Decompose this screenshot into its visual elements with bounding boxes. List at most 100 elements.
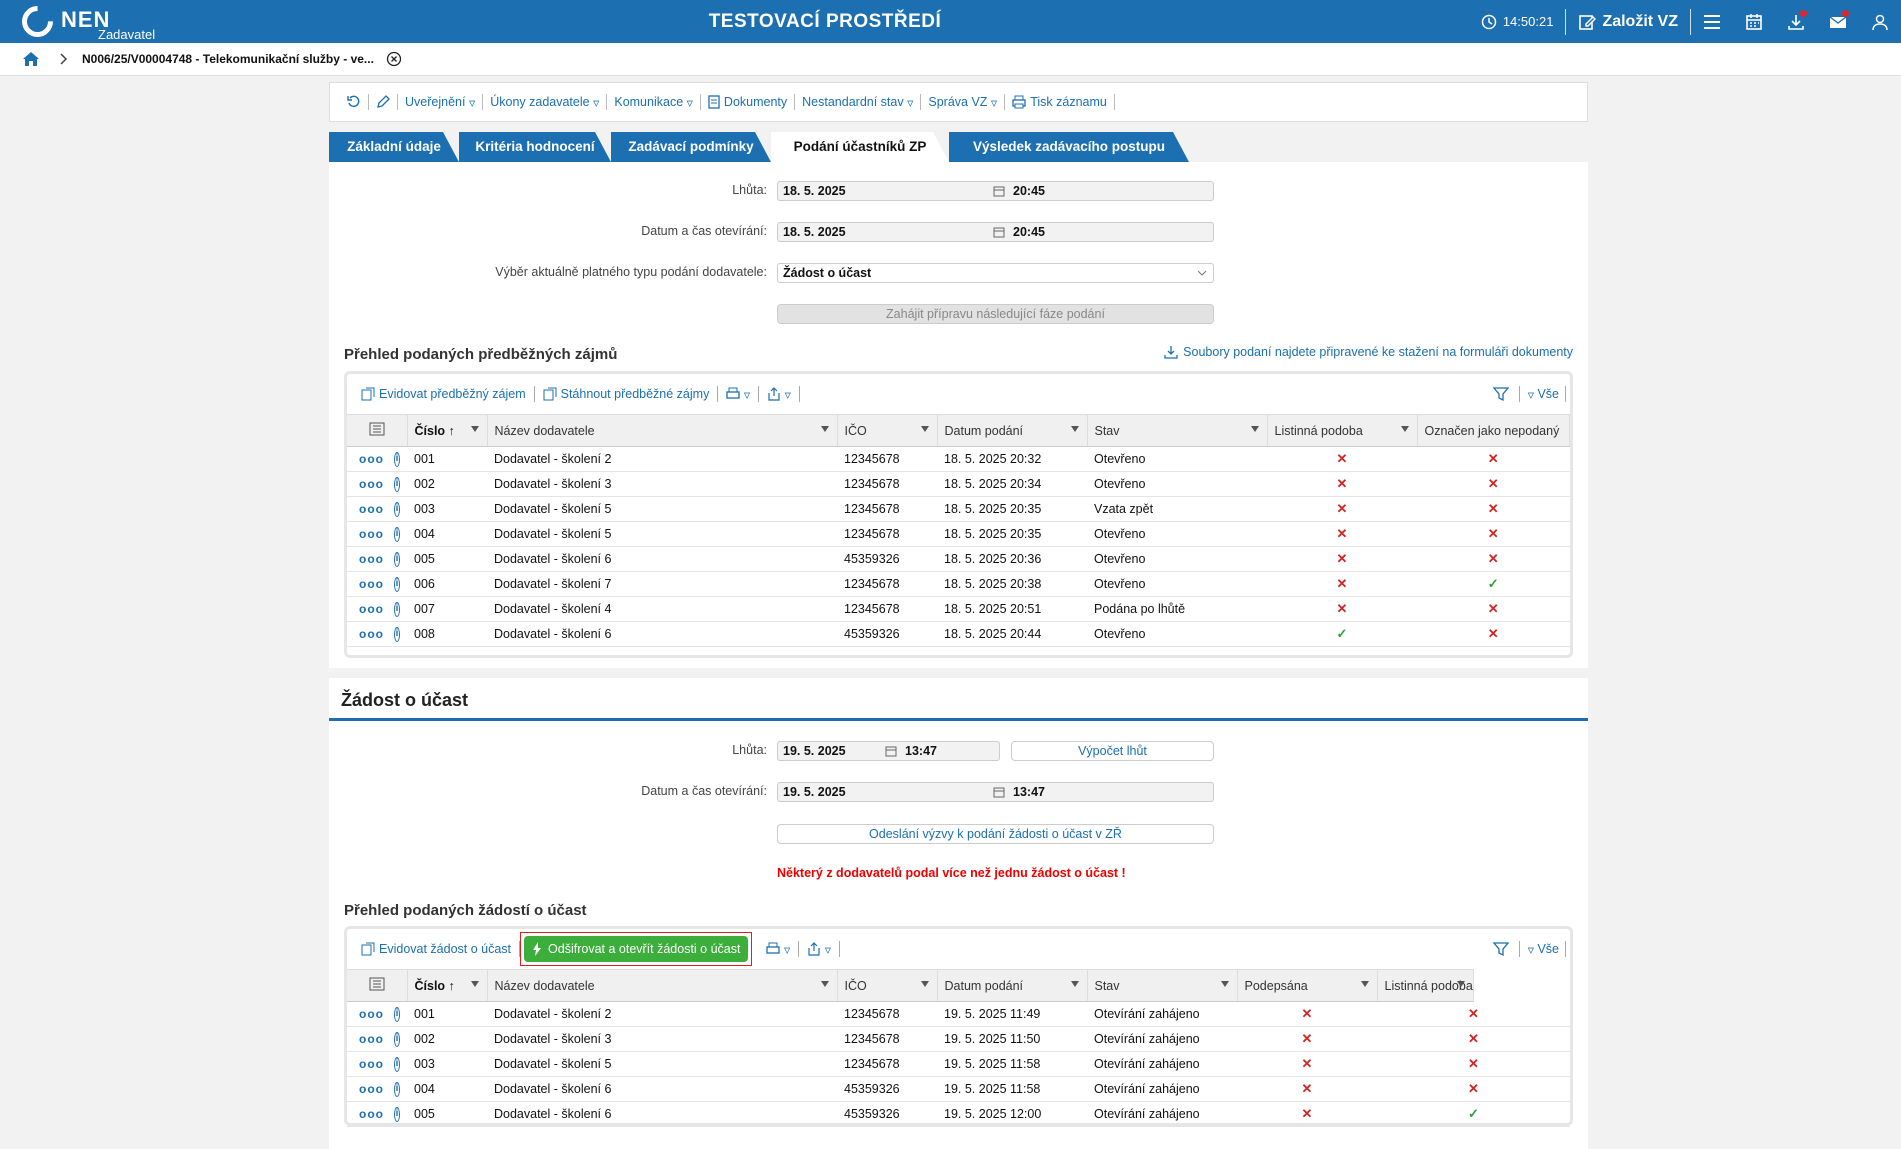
more-options-icon[interactable]: ooo: [359, 1057, 384, 1071]
close-icon[interactable]: [386, 51, 402, 67]
print-menu-button[interactable]: ▿: [758, 941, 800, 957]
more-options-icon[interactable]: ooo: [359, 1107, 384, 1121]
menu-komunikace[interactable]: Komunikace ▿: [607, 94, 701, 110]
table-row[interactable]: ooo i 001 Dodavatel - školení 2 12345678 19. …: [347, 1001, 1570, 1027]
deadline-field[interactable]: 19. 5. 2025 13:47: [777, 741, 1000, 761]
column-header-nazev[interactable]: Název dodavatele: [487, 969, 838, 1002]
info-icon[interactable]: i: [394, 451, 400, 467]
more-options-icon[interactable]: ooo: [359, 602, 384, 616]
menu-ukony-zadavatele[interactable]: Úkony zadavatele ▿: [483, 94, 608, 110]
info-icon[interactable]: i: [394, 501, 400, 517]
more-options-icon[interactable]: ooo: [359, 1007, 384, 1021]
table-row[interactable]: ooo i 002 Dodavatel - školení 3 12345678 18. …: [347, 471, 1570, 497]
send-invitation-button[interactable]: Odeslání výzvy k podání žádosti o účast …: [777, 824, 1214, 844]
tab-zadavaci-podminky[interactable]: Zadávací podmínky: [611, 132, 771, 162]
menu-uverejneni[interactable]: Uveřejnění ▿: [398, 94, 484, 110]
register-interest-button[interactable]: Evidovat předběžný zájem: [353, 386, 535, 402]
more-options-icon[interactable]: ooo: [359, 552, 384, 566]
download-interests-button[interactable]: Stáhnout předběžné zájmy: [535, 386, 719, 402]
table-row[interactable]: ooo i 005 Dodavatel - školení 6 45359326 19. …: [347, 1101, 1570, 1127]
nen-logo[interactable]: NEN: [15, 0, 110, 44]
table-row[interactable]: ooo i 004 Dodavatel - školení 6 45359326 19. …: [347, 1076, 1570, 1102]
tab-kriteria-hodnoceni[interactable]: Kritéria hodnocení: [459, 132, 611, 162]
decrypt-open-button[interactable]: Odšifrovat a otevřít žádosti o účast: [524, 936, 749, 962]
info-icon[interactable]: i: [394, 476, 400, 492]
files-download-link[interactable]: Soubory podaní najdete připravené ke sta…: [1164, 345, 1573, 359]
more-options-icon[interactable]: ooo: [359, 527, 384, 541]
column-header-listinna[interactable]: Listinná podoba: [1267, 414, 1418, 447]
info-icon[interactable]: i: [394, 1031, 400, 1047]
edit-button[interactable]: [369, 94, 398, 110]
refresh-button[interactable]: [340, 94, 369, 110]
submission-type-select[interactable]: Žádost o účast: [777, 263, 1214, 283]
info-icon[interactable]: i: [394, 601, 400, 617]
print-menu-button[interactable]: ▿: [718, 386, 760, 402]
export-menu-button[interactable]: ▿: [799, 941, 841, 957]
deadline-field[interactable]: 18. 5. 2025 20:45: [777, 181, 1214, 201]
info-icon[interactable]: i: [394, 526, 400, 542]
table-row[interactable]: ooo i 004 Dodavatel - školení 5 12345678 18. …: [347, 521, 1570, 547]
info-icon[interactable]: i: [394, 1006, 400, 1022]
table-row[interactable]: ooo i 003 Dodavatel - školení 5 12345678 19. …: [347, 1051, 1570, 1077]
tab-vysledek-zadavaciho-postupu[interactable]: Výsledek zadávacího postupu: [949, 132, 1189, 162]
info-icon[interactable]: i: [394, 551, 400, 567]
info-icon[interactable]: i: [394, 1081, 400, 1097]
more-options-icon[interactable]: ooo: [359, 477, 384, 491]
breadcrumb-item[interactable]: N006/25/V00004748 - Telekomunikační služ…: [82, 52, 374, 66]
more-options-icon[interactable]: ooo: [359, 452, 384, 466]
register-request-button[interactable]: Evidovat žádost o účast: [353, 941, 521, 957]
filter-icon[interactable]: [1492, 941, 1509, 957]
table-row[interactable]: ooo i 006 Dodavatel - školení 7 12345678 18. …: [347, 571, 1570, 597]
info-icon[interactable]: i: [394, 1056, 400, 1072]
column-header-stav[interactable]: Stav: [1087, 969, 1238, 1002]
filter-icon[interactable]: [1492, 386, 1509, 402]
more-options-icon[interactable]: ooo: [359, 1032, 384, 1046]
column-header-datum[interactable]: Datum podání: [937, 969, 1088, 1002]
info-icon[interactable]: i: [394, 626, 400, 642]
menu-dokumenty[interactable]: Dokumenty: [701, 94, 796, 110]
column-settings-header[interactable]: [347, 414, 408, 447]
column-header-listinna[interactable]: Listinná podoba: [1377, 969, 1474, 1002]
filter-all-option[interactable]: Vše: [1537, 387, 1559, 401]
messages-button[interactable]: [1817, 0, 1859, 43]
menu-sprava-vz[interactable]: Správa VZ ▿: [921, 94, 1006, 110]
opening-field[interactable]: 18. 5. 2025 20:45: [777, 222, 1214, 242]
column-header-cislo[interactable]: Číslo ↑: [407, 969, 488, 1002]
filter-all-option[interactable]: Vše: [1537, 942, 1559, 956]
column-header-cislo[interactable]: Číslo ↑: [407, 414, 488, 447]
info-icon[interactable]: i: [394, 1106, 400, 1122]
more-options-icon[interactable]: ooo: [359, 627, 384, 641]
column-header-datum[interactable]: Datum podání: [937, 414, 1088, 447]
opening-field[interactable]: 19. 5. 2025 13:47: [777, 782, 1214, 802]
table-row[interactable]: ooo i 002 Dodavatel - školení 3 12345678 19. …: [347, 1026, 1570, 1052]
column-header-stav[interactable]: Stav: [1087, 414, 1268, 447]
table-row[interactable]: ooo i 007 Dodavatel - školení 4 12345678 18. …: [347, 596, 1570, 622]
column-header-nepodany[interactable]: Označen jako nepodaný: [1417, 414, 1570, 447]
user-button[interactable]: [1859, 0, 1901, 43]
export-menu-button[interactable]: ▿: [759, 386, 800, 402]
column-header-podepsana[interactable]: Podepsána: [1237, 969, 1378, 1002]
info-icon[interactable]: i: [394, 576, 400, 592]
table-row[interactable]: ooo i 008 Dodavatel - školení 6 45359326 18. …: [347, 621, 1570, 647]
menu-tisk-zaznamu[interactable]: Tisk záznamu: [1005, 94, 1115, 110]
menu-button[interactable]: [1691, 0, 1733, 43]
tab-podani-ucastniku[interactable]: Podání účastníků ZP: [771, 132, 949, 162]
column-header-ico[interactable]: IČO: [837, 414, 938, 447]
table-row[interactable]: ooo i 003 Dodavatel - školení 5 12345678 18. …: [347, 496, 1570, 522]
more-options-icon[interactable]: ooo: [359, 1082, 384, 1096]
column-header-nazev[interactable]: Název dodavatele: [487, 414, 838, 447]
menu-nestandardni-stav[interactable]: Nestandardní stav ▿: [795, 94, 922, 110]
table-row[interactable]: ooo i 005 Dodavatel - školení 6 45359326 18. …: [347, 546, 1570, 572]
downloads-button[interactable]: [1775, 0, 1817, 43]
more-options-icon[interactable]: ooo: [359, 577, 384, 591]
tab-zakladni-udaje[interactable]: Základní údaje: [329, 132, 459, 162]
table-row[interactable]: ooo i 001 Dodavatel - školení 2 12345678 18. …: [347, 446, 1570, 472]
next-phase-button[interactable]: Zahájit přípravu následující fáze podání: [777, 304, 1214, 324]
calculate-deadlines-button[interactable]: Výpočet lhůt: [1011, 741, 1214, 761]
column-header-ico[interactable]: IČO: [837, 969, 938, 1002]
column-settings-header[interactable]: [347, 969, 408, 1002]
home-icon[interactable]: [22, 51, 40, 67]
more-options-icon[interactable]: ooo: [359, 502, 384, 516]
create-vz-button[interactable]: Založit VZ: [1566, 0, 1690, 43]
calendar-button[interactable]: [1733, 0, 1775, 43]
